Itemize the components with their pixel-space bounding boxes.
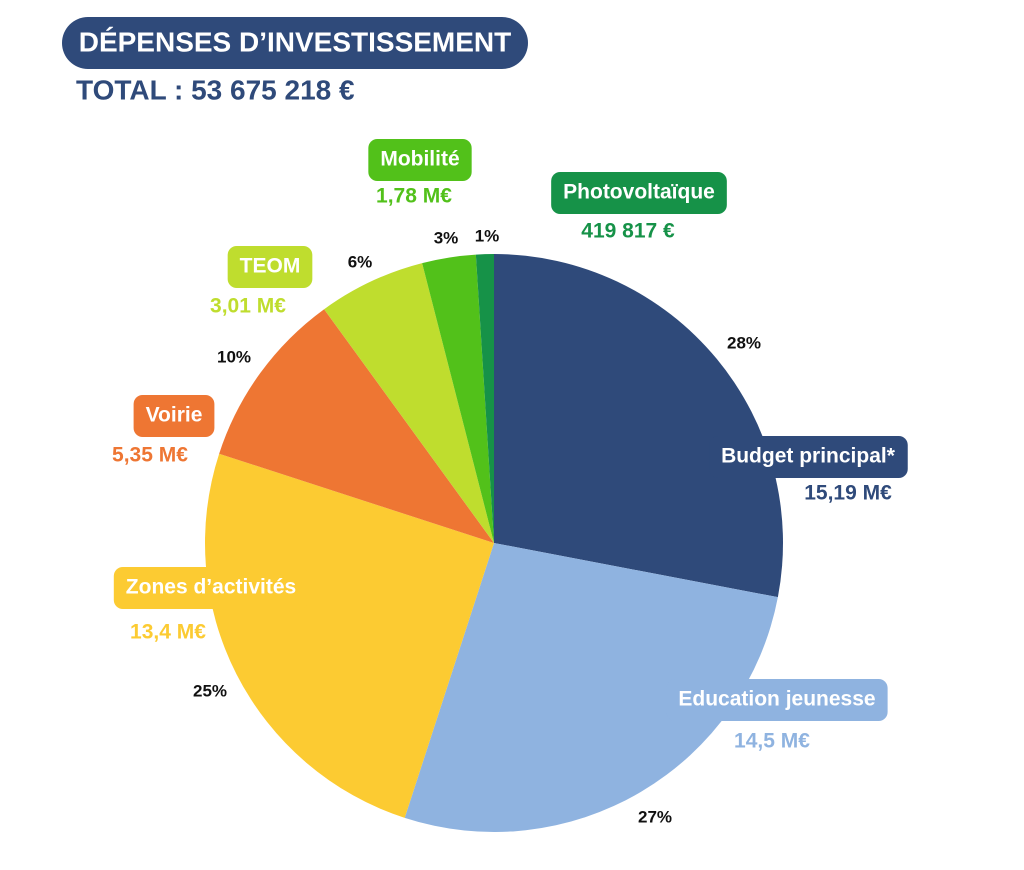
label-badge — [133, 395, 215, 437]
amount-label: 1,78 M€ — [376, 185, 452, 208]
pie-slice — [404, 543, 778, 833]
label-badge — [666, 679, 888, 721]
pie-slice — [219, 309, 495, 543]
percent-label: 10% — [217, 347, 251, 366]
pie-slice — [324, 263, 494, 543]
category-label: Photovoltaïque — [551, 172, 727, 214]
category-name: Photovoltaïque — [563, 181, 715, 204]
category-name: Zones d’activités — [126, 576, 296, 599]
amount-label: 419 817 € — [581, 220, 675, 243]
percent-label: 1% — [475, 226, 500, 245]
chart-title: DÉPENSES D’INVESTISSEMENT — [79, 26, 512, 57]
category-label: Budget principal* — [709, 436, 908, 478]
amount-label: 13,4 M€ — [130, 621, 206, 644]
label-badge — [368, 139, 472, 181]
percent-label: 25% — [193, 681, 227, 700]
pie-slice — [422, 254, 494, 543]
category-name: Mobilité — [380, 148, 459, 171]
category-label: Education jeunesse — [666, 679, 888, 721]
percent-label: 28% — [727, 333, 761, 352]
category-label: Voirie — [133, 395, 215, 437]
chart-subtitle: TOTAL : 53 675 218 € — [76, 74, 355, 105]
amount-label: 15,19 M€ — [804, 482, 892, 505]
amount-label: 5,35 M€ — [112, 444, 188, 467]
category-name: TEOM — [240, 255, 301, 278]
title-badge — [62, 17, 528, 69]
category-label: Zones d’activités — [113, 567, 309, 609]
pie-slice — [205, 453, 494, 818]
category-name: Budget principal* — [721, 445, 896, 468]
label-badge — [227, 246, 313, 288]
percent-label: 3% — [434, 228, 459, 247]
category-name: Education jeunesse — [678, 688, 875, 711]
category-name: Voirie — [146, 404, 203, 427]
category-label: TEOM — [227, 246, 313, 288]
percent-label: 27% — [638, 807, 672, 826]
percent-label: 6% — [348, 252, 373, 271]
label-badge — [551, 172, 727, 214]
amount-label: 3,01 M€ — [210, 295, 286, 318]
label-badge — [709, 436, 908, 478]
pie-slice — [494, 254, 784, 598]
label-badge — [113, 567, 309, 609]
pie-slice — [475, 254, 494, 543]
amount-label: 14,5 M€ — [734, 730, 810, 753]
category-label: Mobilité — [368, 139, 472, 181]
